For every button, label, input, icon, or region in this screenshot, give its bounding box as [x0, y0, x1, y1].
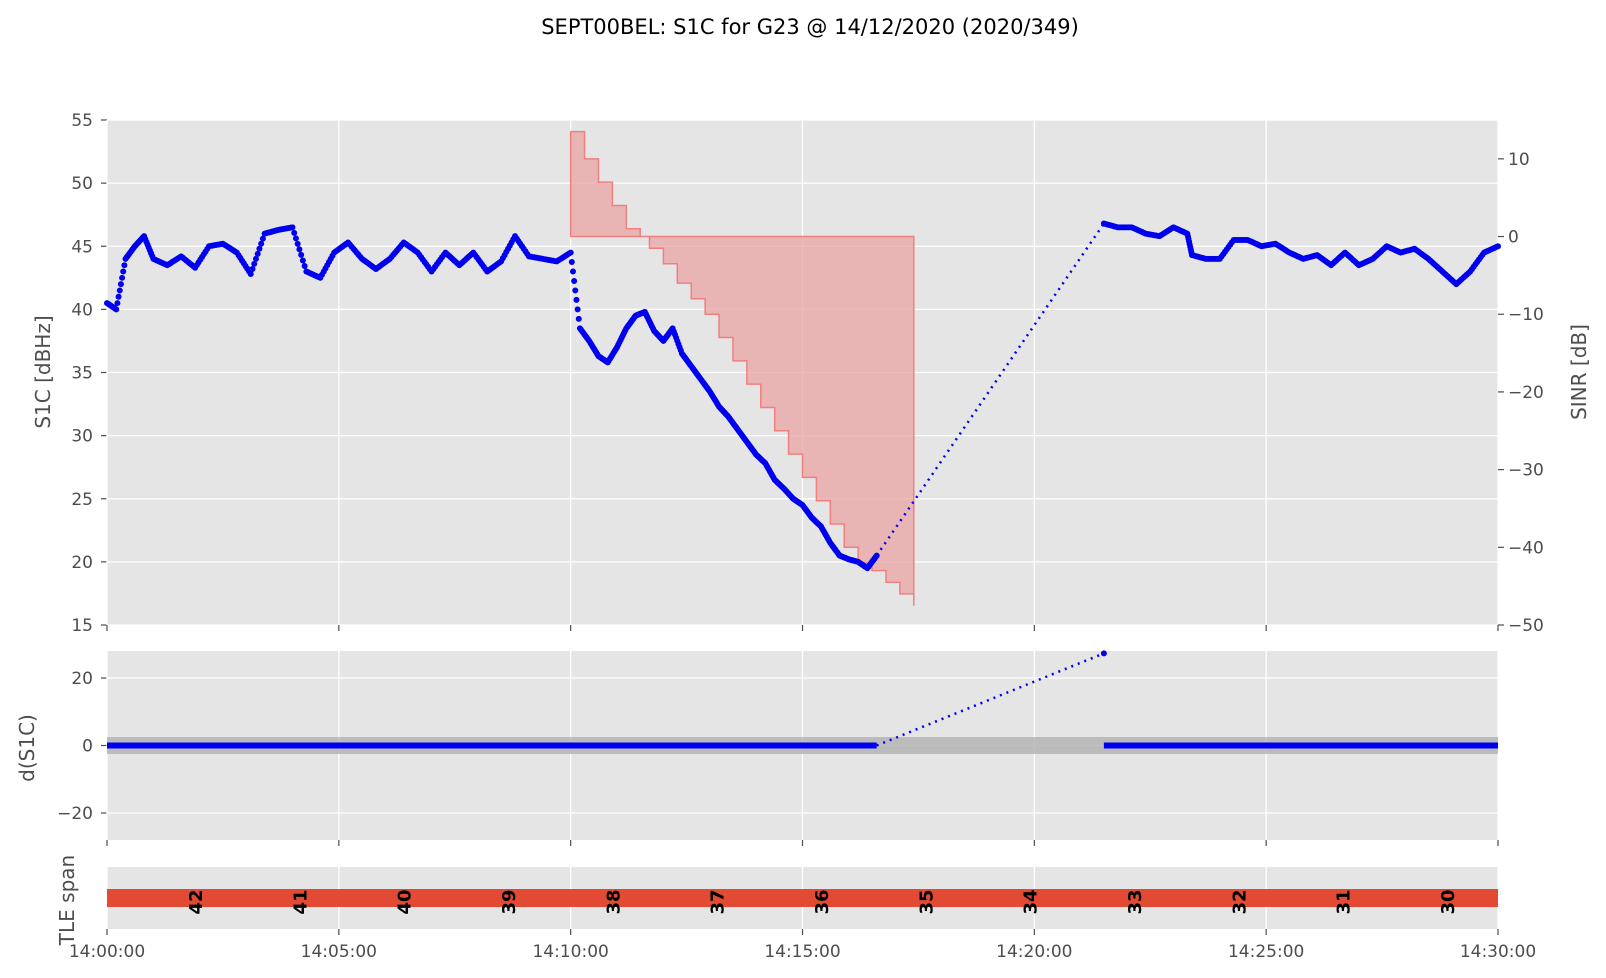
y-right-tick-label: −40 [1508, 538, 1544, 558]
y-right-tick-label: −30 [1508, 461, 1544, 481]
y-tick-label: 40 [71, 300, 93, 320]
ds1c-panel: −20 0 20 [57, 650, 1499, 846]
s1c-point [117, 281, 124, 288]
tle-span-label: 36 [812, 889, 833, 914]
x-tick-label: 14:15:00 [764, 942, 840, 962]
s1c-point [573, 296, 580, 303]
x-tick-label: 14:25:00 [1228, 942, 1304, 962]
y-right-tick-label: −50 [1508, 616, 1544, 636]
ds1c-point [1100, 650, 1107, 657]
y-tick-label: 20 [71, 669, 93, 689]
y-tick-label: 55 [71, 111, 93, 131]
x-tick-label: 14:30:00 [1460, 942, 1536, 962]
y-tick-label: 0 [82, 737, 93, 757]
y-tick-label: 35 [71, 364, 93, 384]
s1c-point [113, 306, 120, 313]
s1c-point [574, 306, 581, 313]
tle-span-label: 42 [186, 889, 207, 914]
ds1c-gap-line [876, 652, 1105, 747]
y-right-tick-label: 0 [1508, 228, 1519, 248]
s1c-point [296, 246, 303, 253]
y-tick-label: 45 [71, 237, 93, 257]
ds1c-y-axis-label: d(S1C) [15, 714, 39, 782]
x-tick-label: 14:05:00 [301, 942, 377, 962]
s1c-point [254, 250, 261, 257]
x-tick-label: 14:00:00 [69, 942, 145, 962]
y-tick-label: 50 [71, 174, 93, 194]
tle-span-label: 40 [395, 889, 416, 914]
tle-y-axis-label: TLE span [55, 855, 79, 946]
tle-span-label: 33 [1125, 889, 1146, 914]
s1c-point [259, 235, 266, 242]
s1c-point [258, 240, 265, 247]
tle-span-label: 38 [603, 889, 624, 914]
sinr-y-axis-label: SINR [dB] [1567, 324, 1591, 420]
ds1c-points [1103, 742, 1498, 749]
s1c-point [575, 315, 582, 322]
s1c-point [569, 268, 576, 275]
tle-span-label: 32 [1229, 889, 1250, 914]
s1c-point [114, 300, 121, 307]
s1c-point [115, 293, 122, 300]
y-tick-label: 30 [71, 427, 93, 447]
s1c-point [116, 287, 123, 294]
s1c-point [291, 229, 298, 236]
s1c-point [289, 224, 296, 231]
s1c-point [247, 271, 254, 278]
s1c-point [119, 274, 126, 281]
s1c-point [572, 287, 579, 294]
s1c-point [252, 255, 259, 262]
s1c-point [294, 240, 301, 247]
y-tick-label: 20 [71, 553, 93, 573]
tle-span-label: 39 [499, 889, 520, 914]
s1c-y-axis-label: S1C [dBHz] [31, 315, 55, 428]
s1c-point [567, 249, 574, 256]
x-tick-label: 14:10:00 [532, 942, 608, 962]
tle-span-bar [107, 889, 1498, 907]
s1c-point [249, 265, 256, 272]
tle-panel: 14:00:00 14:05:00 14:10:00 14:15:00 14:20:00… [69, 867, 1536, 962]
tle-span-label: 37 [708, 889, 729, 914]
tle-span-label: 31 [1334, 889, 1355, 914]
y-tick-label: 25 [71, 490, 93, 510]
x-tick-label: 14:20:00 [996, 942, 1072, 962]
s1c-panel: 15 20 25 30 35 40 45 50 55 −50 −40 −30 −20 −10 0 10 [71, 111, 1544, 636]
s1c-point [251, 260, 258, 267]
tle-span-label: 34 [1021, 889, 1042, 914]
y-right-tick-label: −10 [1508, 305, 1544, 325]
s1c-point [301, 262, 308, 269]
s1c-point [120, 268, 127, 275]
tle-span-label: 41 [290, 889, 311, 914]
tle-span-label: 30 [1438, 889, 1459, 914]
y-right-tick-label: −20 [1508, 383, 1544, 403]
ds1c-points [107, 742, 877, 749]
s1c-point [1495, 243, 1501, 250]
y-tick-label: 15 [71, 616, 93, 636]
s1c-point [571, 277, 578, 284]
s1c-point [256, 245, 263, 252]
s1c-point [298, 251, 305, 258]
s1c-point [299, 257, 306, 264]
y-right-tick-label: 10 [1508, 150, 1530, 170]
chart-title: SEPT00BEL: S1C for G23 @ 14/12/2020 (202… [541, 15, 1079, 39]
s1c-point [292, 235, 299, 242]
s1c-point [121, 262, 128, 269]
s1c-point [568, 259, 575, 266]
y-tick-label: −20 [57, 804, 93, 824]
tle-span-label: 35 [916, 889, 937, 914]
